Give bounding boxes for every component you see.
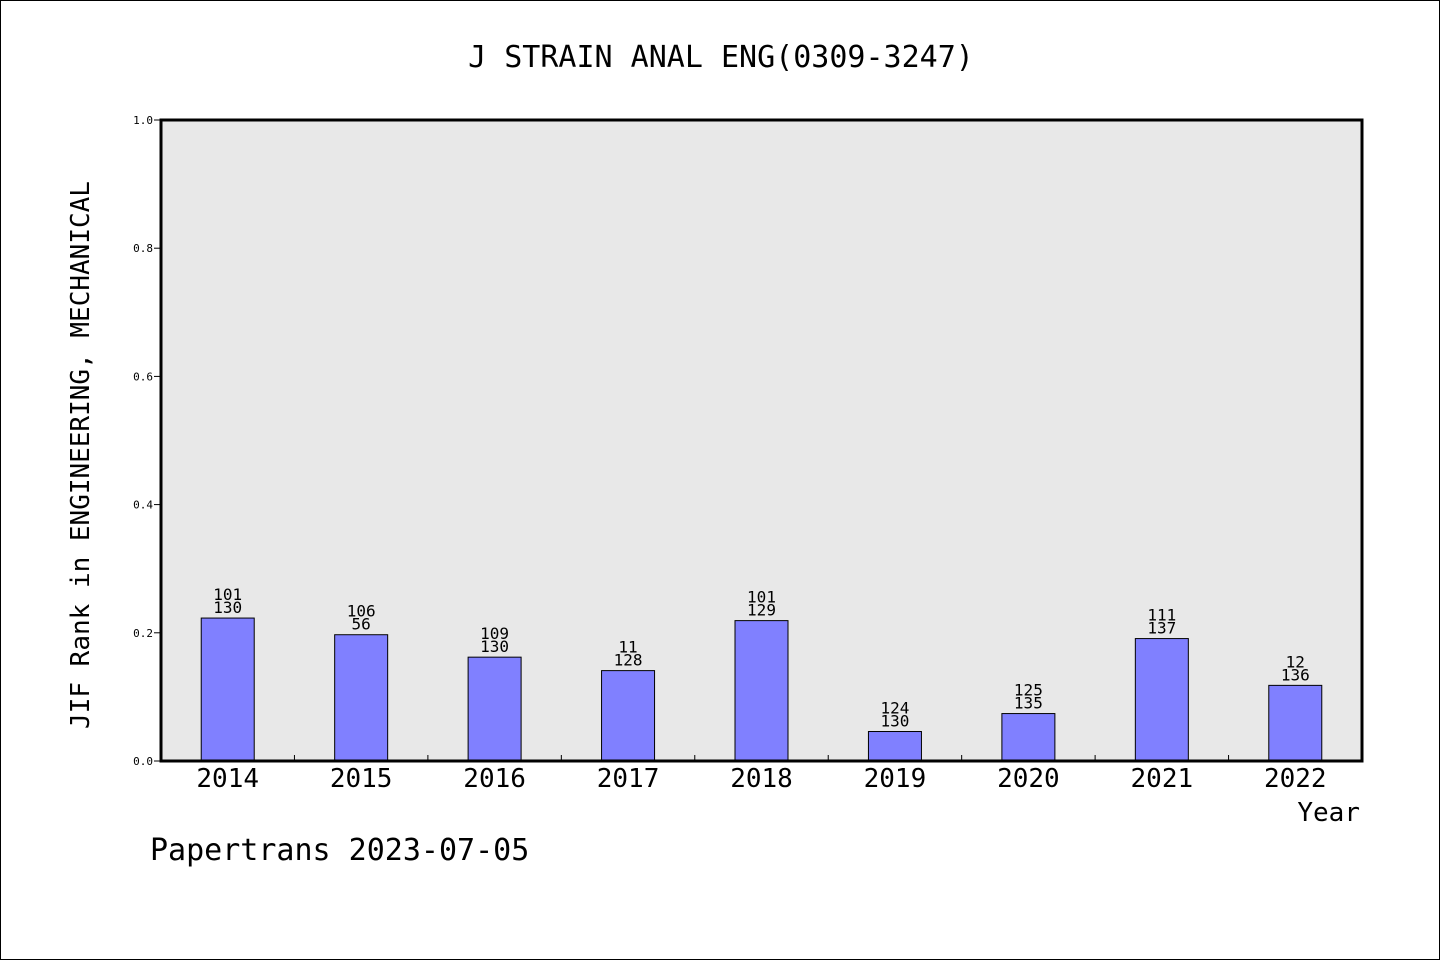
y-tick-label: 0.2 — [133, 627, 153, 640]
bar-label-rank: 11 — [618, 638, 637, 657]
bar-label-total: 137 — [1147, 619, 1176, 638]
x-tick-label: 2014 — [196, 764, 259, 794]
bar-2020 — [1001, 713, 1056, 762]
bar-2021 — [1134, 638, 1189, 762]
y-axis-label: JIF Rank in ENGINEERING, MECHANICAL — [66, 181, 96, 729]
x-tick-label: 2015 — [330, 764, 393, 794]
y-tick-label: 0.4 — [133, 499, 153, 512]
x-tick-label: 2017 — [597, 764, 660, 794]
x-tick-label: 2022 — [1264, 764, 1327, 794]
bar-2014 — [200, 617, 255, 762]
bar-2017 — [601, 670, 656, 762]
x-tick-label: 2018 — [730, 764, 793, 794]
bar-label-total: 129 — [747, 601, 776, 620]
footer-credit: Papertrans 2023-07-05 — [150, 833, 530, 868]
x-tick-label: 2019 — [864, 764, 927, 794]
bar-2016 — [467, 656, 522, 762]
bar-label-rank: 124 — [880, 699, 909, 718]
bar-label-total: 136 — [1281, 665, 1310, 684]
y-tick-label: 0.0 — [133, 755, 153, 768]
x-tick-label: 2020 — [997, 764, 1060, 794]
bar-2015 — [334, 634, 389, 762]
x-tick-label: 2021 — [1131, 764, 1194, 794]
chart-title: J STRAIN ANAL ENG(0309-3247) — [468, 40, 974, 75]
bar-2019 — [867, 731, 922, 762]
y-tick-label: 0.6 — [133, 370, 153, 383]
bar-label-total: 130 — [480, 637, 509, 656]
bar-label-rank: 109 — [480, 624, 509, 643]
bar-2018 — [734, 620, 789, 762]
x-axis-label: Year — [1297, 798, 1360, 828]
bar-label-total: 128 — [614, 651, 643, 670]
y-tick-label: 0.8 — [133, 242, 153, 255]
x-tick-label: 2016 — [463, 764, 526, 794]
bar-label-total: 130 — [880, 712, 909, 731]
bar-label-rank: 101 — [213, 585, 242, 604]
y-tick-label: 1.0 — [133, 114, 153, 127]
bar-label-rank: 101 — [747, 588, 776, 607]
bar-label-total: 135 — [1014, 694, 1043, 713]
bar-2022 — [1268, 684, 1323, 762]
bar-label-total: 130 — [213, 598, 242, 617]
bar-label-rank: 111 — [1147, 606, 1176, 625]
plot-border — [159, 118, 1364, 763]
bar-label-rank: 106 — [347, 602, 376, 621]
bar-label-rank: 125 — [1014, 681, 1043, 700]
bar-label-total: 56 — [352, 615, 371, 634]
bar-label-rank: 12 — [1286, 652, 1305, 671]
